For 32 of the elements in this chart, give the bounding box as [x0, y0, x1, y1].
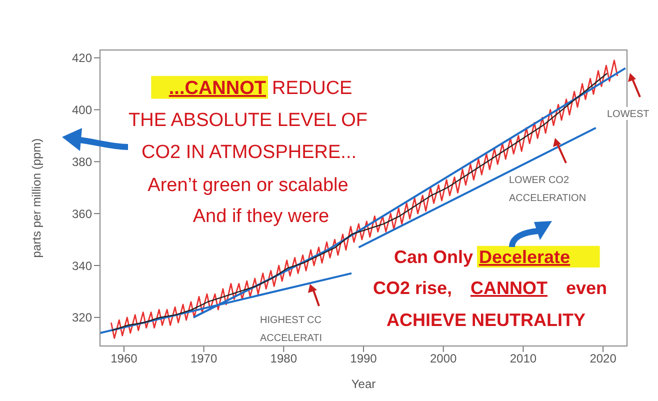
annotation: Can Only [394, 247, 473, 267]
x-tick-label: 2010 [510, 352, 537, 366]
y-axis-title: parts per million (ppm) [29, 138, 44, 258]
annotation: Aren’t green or scalable [148, 175, 348, 196]
annotation: THE ABSOLUTE LEVEL OF [128, 110, 368, 131]
annotation: HIGHEST CC [260, 315, 322, 326]
y-tick-label: 320 [72, 310, 92, 325]
y-tick-label: 420 [72, 51, 92, 66]
annotation: And if they were [192, 206, 330, 227]
x-tick-label: 1980 [270, 352, 298, 366]
annotation: CO2 IN ATMOSPHERE... [141, 142, 357, 163]
annotation: CO2 rise, [372, 278, 452, 298]
x-tick-label: 1960 [110, 352, 138, 366]
annotation: ACHIEVE NEUTRALITY [386, 310, 586, 330]
annotation: LOWEST [607, 109, 650, 120]
annotation: even [566, 278, 608, 298]
x-tick-label: 1990 [350, 352, 378, 366]
annotation: ACCELERATION [509, 193, 586, 204]
annotation: LOWER CO2 [509, 175, 570, 186]
annotation: REDUCE [272, 78, 352, 99]
annotation: Decelerate [479, 247, 570, 267]
x-axis-title: Year [351, 377, 376, 391]
annotation: ...CANNOT [168, 78, 266, 99]
y-tick-label: 380 [72, 154, 92, 169]
annotation: CANNOT [470, 278, 548, 298]
x-tick-label: 1970 [190, 352, 218, 366]
x-tick-label: 2000 [430, 352, 458, 366]
annotation: ACCELERATI [260, 333, 322, 344]
y-tick-label: 360 [72, 206, 92, 221]
y-tick-label: 400 [72, 102, 92, 117]
y-tick-label: 340 [72, 258, 92, 273]
x-tick-label: 2020 [590, 352, 617, 366]
